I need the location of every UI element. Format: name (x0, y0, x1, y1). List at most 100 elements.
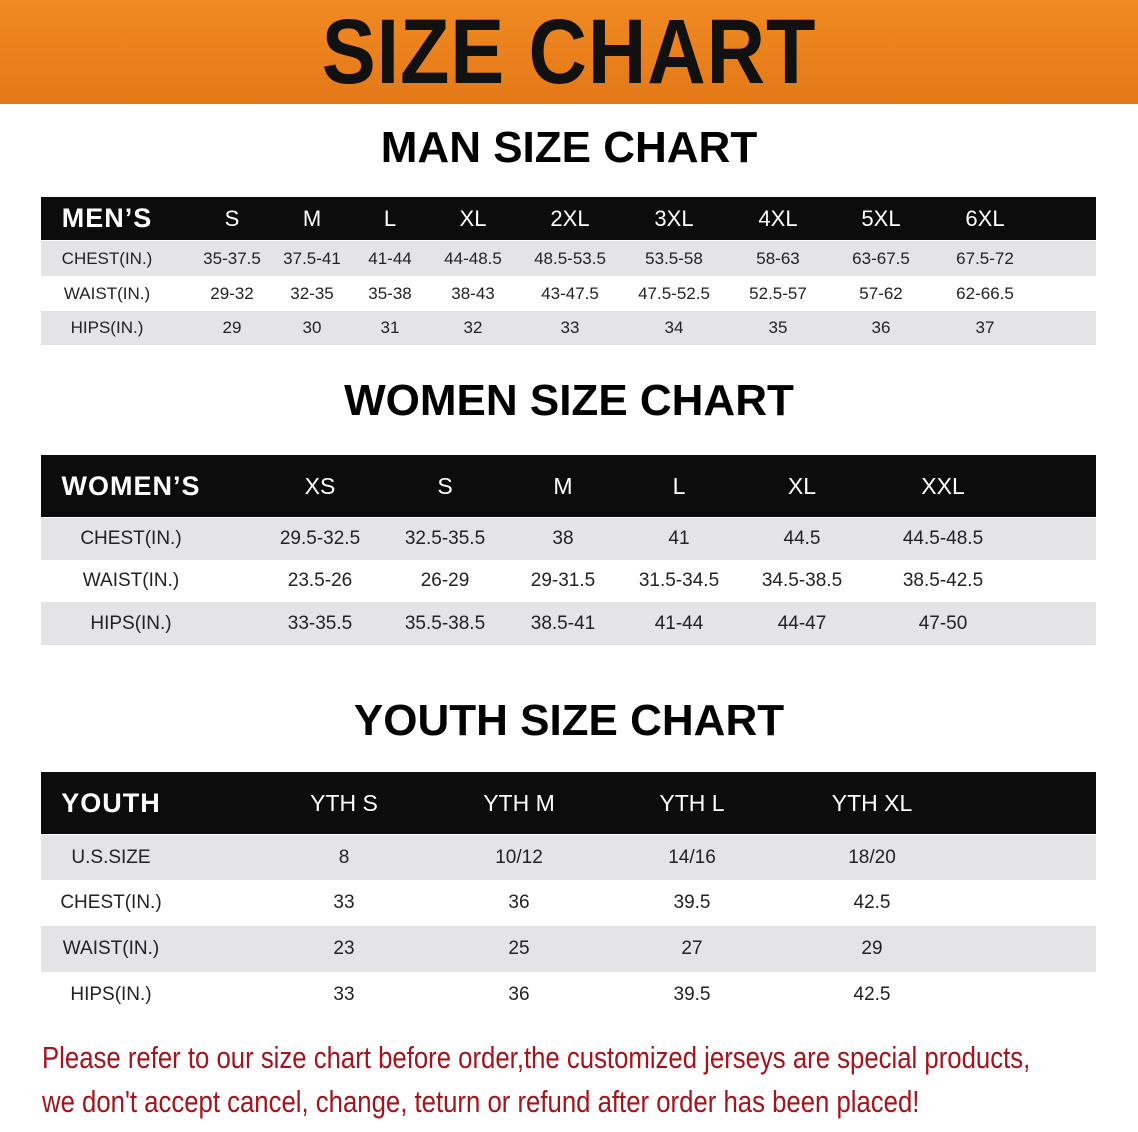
measurement-cell: 58-63 (756, 248, 800, 268)
measurement-cell: 33 (333, 983, 355, 1005)
measurement-cell: 41 (668, 528, 690, 549)
measurement-cell: 35 (768, 318, 788, 337)
policy-note-line-2: we don't accept cancel, change, teturn o… (42, 1084, 920, 1119)
youth-table-header: YOUTH YTH S YTH M YTH L YTH XL (41, 772, 1096, 834)
men-section-title: MAN SIZE CHART (380, 123, 758, 172)
size-column-header: S (224, 205, 240, 231)
women-size-table: WOMEN’S XS S M L XL XXL CHEST(IN.) 29.5-32.5 32.5… (41, 455, 1096, 645)
size-column-header: YTH XL (831, 789, 913, 816)
measurement-cell: 67.5-72 (956, 248, 1014, 268)
measurement-cell: 63-67.5 (852, 248, 910, 268)
measurement-cell: 38 (552, 528, 574, 549)
table-row: WAIST(IN.) 23 25 27 29 (41, 926, 1096, 972)
measurement-cell: 27 (681, 938, 703, 959)
measurement-cell: 23 (333, 938, 355, 959)
size-column-header: 2XL (550, 205, 590, 231)
measurement-cell: 44-47 (777, 612, 827, 634)
row-label: WAIST(IN.) (62, 938, 160, 959)
size-column-header: 3XL (654, 205, 694, 231)
measurement-cell: 41-44 (654, 612, 704, 634)
measurement-cell: 38.5-42.5 (902, 570, 984, 591)
size-column-header: S (437, 472, 453, 499)
men-size-table: MEN’S S M L XL 2XL 3XL 4XL 5XL 6XL CHEST(IN.) 35-37… (41, 197, 1096, 345)
measurement-cell: 44.5-48.5 (902, 528, 984, 549)
measurement-cell: 31 (380, 318, 400, 337)
measurement-cell: 14/16 (668, 846, 716, 868)
table-row: HIPS(IN.) 33-35.5 35.5-38.5 38.5-41 41-44 44-… (41, 602, 1096, 645)
measurement-cell: 41-44 (368, 248, 412, 268)
measurement-cell: 33 (333, 892, 355, 913)
size-column-header: M (302, 205, 322, 231)
size-column-header: L (383, 205, 397, 231)
measurement-cell: 48.5-53.5 (534, 248, 606, 268)
youth-section-title: YOUTH SIZE CHART (353, 696, 785, 745)
size-column-header: XL (459, 205, 487, 231)
size-column-header: L (672, 472, 686, 499)
measurement-cell: 32-35 (290, 283, 334, 303)
size-column-header: XL (787, 472, 817, 499)
measurement-cell: 62-66.5 (956, 283, 1014, 303)
measurement-cell: 39.5 (673, 892, 711, 913)
measurement-cell: 25 (508, 938, 530, 959)
row-label: HIPS(IN.) (90, 612, 172, 634)
measurement-cell: 53.5-58 (645, 248, 703, 268)
measurement-cell: 29 (222, 318, 242, 337)
size-column-header: 4XL (758, 205, 798, 231)
size-column-header: YTH M (483, 789, 555, 816)
measurement-cell: 35-38 (368, 283, 412, 303)
measurement-cell: 34.5-38.5 (761, 570, 843, 591)
table-row: WAIST(IN.) 29-32 32-35 35-38 38-43 43-47.5 47.… (41, 276, 1096, 311)
table-row: HIPS(IN.) 33 36 39.5 42.5 (41, 972, 1096, 1017)
table-row: WAIST(IN.) 23.5-26 26-29 29-31.5 31.5-34.5 34… (41, 560, 1096, 602)
size-column-header: YTH L (659, 789, 725, 816)
women-section-title: WOMEN SIZE CHART (344, 376, 794, 425)
size-column-header: 5XL (861, 205, 901, 231)
row-label: WAIST(IN.) (82, 570, 180, 591)
measurement-cell: 35.5-38.5 (404, 612, 486, 634)
size-column-header: 6XL (965, 205, 1005, 231)
youth-size-table: YOUTH YTH S YTH M YTH L YTH XL U.S.SIZE 8 10/12… (41, 772, 1096, 1017)
measurement-cell: 29.5-32.5 (279, 528, 361, 549)
table-row: U.S.SIZE 8 10/12 14/16 18/20 (41, 835, 1096, 880)
measurement-cell: 30 (302, 318, 322, 337)
measurement-cell: 18/20 (848, 846, 896, 868)
measurement-cell: 38-43 (451, 283, 495, 303)
row-label: HIPS(IN.) (70, 318, 144, 337)
row-label: CHEST(IN.) (80, 528, 182, 549)
size-column-header: XXL (921, 472, 965, 499)
youth-header-label: YOUTH (61, 787, 161, 818)
measurement-cell: 32 (463, 318, 483, 337)
measurement-cell: 32.5-35.5 (404, 528, 486, 549)
measurement-cell: 23.5-26 (287, 570, 353, 591)
measurement-cell: 47-50 (918, 612, 968, 634)
row-label: CHEST(IN.) (60, 892, 162, 913)
row-label: CHEST(IN.) (61, 248, 153, 268)
measurement-cell: 37.5-41 (283, 248, 341, 268)
measurement-cell: 44-48.5 (444, 248, 502, 268)
row-label: U.S.SIZE (71, 846, 151, 868)
measurement-cell: 29-32 (210, 283, 254, 303)
measurement-cell: 42.5 (853, 983, 891, 1005)
measurement-cell: 36 (508, 983, 530, 1005)
measurement-cell: 39.5 (673, 983, 711, 1005)
measurement-cell: 10/12 (495, 846, 543, 868)
women-table-header: WOMEN’S XS S M L XL XXL (41, 455, 1096, 517)
measurement-cell: 37 (975, 318, 995, 337)
measurement-cell: 47.5-52.5 (638, 283, 710, 303)
policy-note-line-1: Please refer to our size chart before or… (42, 1040, 1031, 1075)
measurement-cell: 52.5-57 (749, 283, 807, 303)
banner-title: SIZE CHART (321, 1, 817, 103)
measurement-cell: 35-37.5 (203, 248, 261, 268)
measurement-cell: 29 (861, 938, 883, 959)
table-row: CHEST(IN.) 29.5-32.5 32.5-35.5 38 41 44.5 44.5… (41, 518, 1096, 560)
size-chart-banner: SIZE CHART (0, 0, 1138, 104)
measurement-cell: 33-35.5 (287, 612, 353, 634)
size-column-header: YTH S (310, 789, 378, 816)
measurement-cell: 38.5-41 (530, 612, 596, 634)
measurement-cell: 8 (338, 846, 350, 868)
measurement-cell: 36 (871, 318, 891, 337)
measurement-cell: 33 (560, 318, 580, 337)
measurement-cell: 31.5-34.5 (638, 570, 720, 591)
measurement-cell: 44.5 (783, 528, 821, 549)
measurement-cell: 34 (664, 318, 684, 337)
